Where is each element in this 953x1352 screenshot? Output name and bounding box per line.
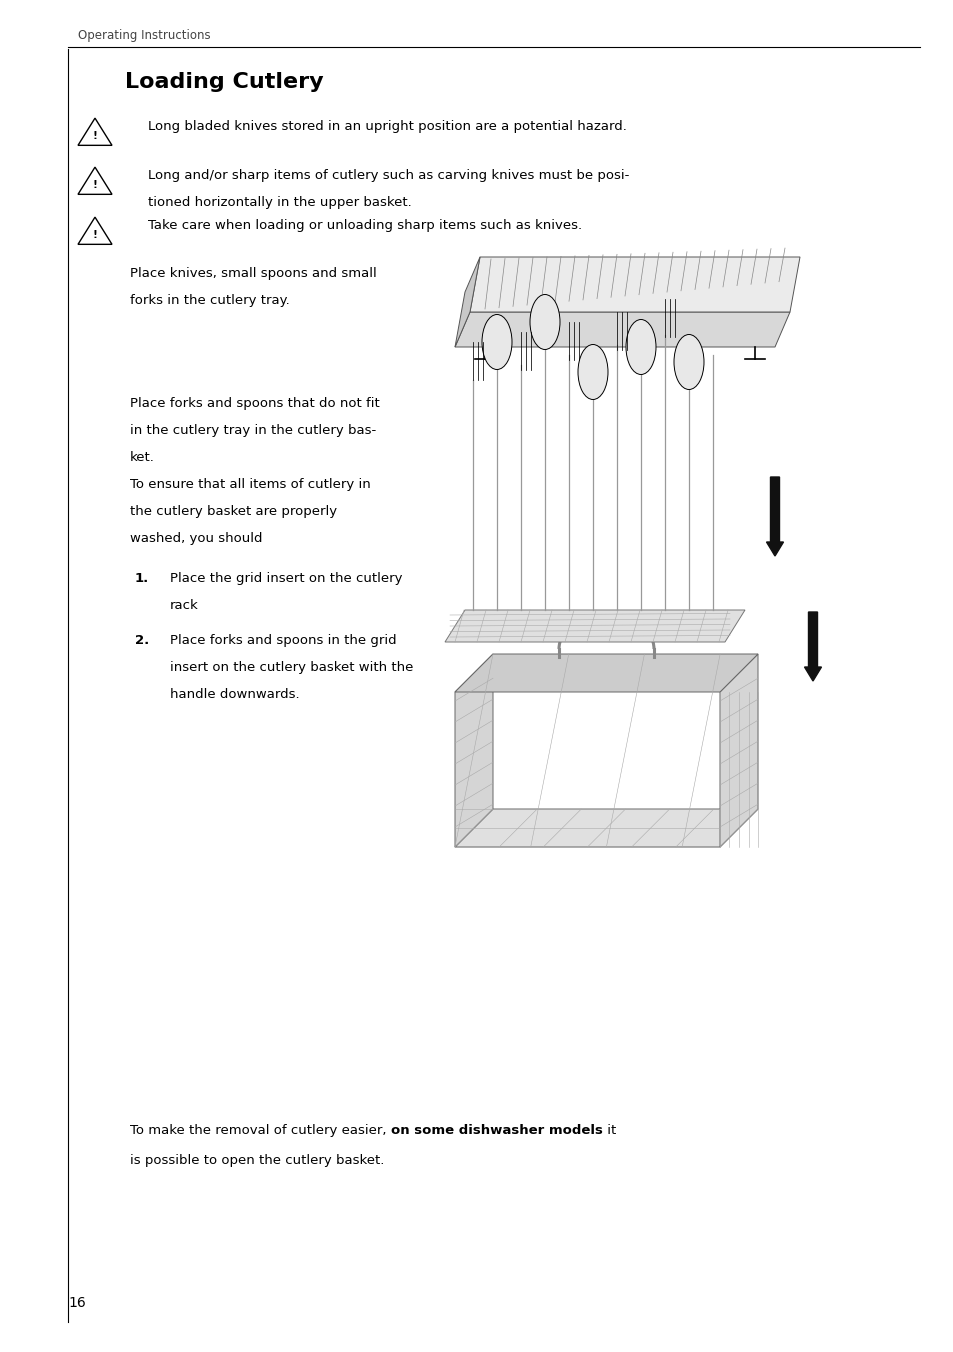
FancyArrow shape	[803, 612, 821, 681]
Text: !: !	[92, 180, 97, 191]
Ellipse shape	[625, 319, 656, 375]
Ellipse shape	[481, 315, 512, 369]
Text: handle downwards.: handle downwards.	[170, 688, 299, 700]
Text: insert on the cutlery basket with the: insert on the cutlery basket with the	[170, 661, 413, 675]
Text: To ensure that all items of cutlery in: To ensure that all items of cutlery in	[130, 479, 371, 491]
Text: !: !	[92, 131, 97, 141]
Polygon shape	[455, 654, 493, 846]
Polygon shape	[720, 654, 758, 846]
Text: Long bladed knives stored in an upright position are a potential hazard.: Long bladed knives stored in an upright …	[148, 120, 626, 132]
Text: ket.: ket.	[130, 452, 154, 464]
Text: Place knives, small spoons and small: Place knives, small spoons and small	[130, 266, 376, 280]
Text: 1.: 1.	[135, 572, 149, 585]
Text: forks in the cutlery tray.: forks in the cutlery tray.	[130, 293, 290, 307]
Text: 2.: 2.	[135, 634, 149, 648]
Text: on some dishwasher models: on some dishwasher models	[391, 1124, 602, 1137]
Text: Place the grid insert on the cutlery: Place the grid insert on the cutlery	[170, 572, 402, 585]
Text: 16: 16	[68, 1297, 86, 1310]
Text: in the cutlery tray in the cutlery bas-: in the cutlery tray in the cutlery bas-	[130, 425, 375, 437]
Text: 1: 1	[803, 587, 811, 598]
Ellipse shape	[578, 345, 607, 399]
Text: rack: rack	[170, 599, 198, 612]
Text: the cutlery basket are properly: the cutlery basket are properly	[130, 506, 336, 518]
Text: !: !	[92, 230, 97, 241]
Text: is possible to open the cutlery basket.: is possible to open the cutlery basket.	[130, 1155, 384, 1167]
Polygon shape	[470, 257, 800, 312]
Ellipse shape	[673, 334, 703, 389]
Ellipse shape	[530, 295, 559, 350]
FancyArrow shape	[765, 477, 782, 556]
Text: Take care when loading or unloading sharp items such as knives.: Take care when loading or unloading shar…	[148, 219, 581, 233]
Polygon shape	[455, 312, 789, 347]
Polygon shape	[455, 808, 758, 846]
Polygon shape	[455, 654, 758, 692]
Text: Place forks and spoons in the grid: Place forks and spoons in the grid	[170, 634, 396, 648]
Text: To make the removal of cutlery easier,: To make the removal of cutlery easier,	[130, 1124, 391, 1137]
Polygon shape	[455, 257, 479, 347]
Polygon shape	[444, 610, 744, 642]
Text: Operating Instructions: Operating Instructions	[78, 28, 211, 42]
Text: tioned horizontally in the upper basket.: tioned horizontally in the upper basket.	[148, 196, 412, 210]
Text: Long and/or sharp items of cutlery such as carving knives must be posi-: Long and/or sharp items of cutlery such …	[148, 169, 629, 183]
Text: it: it	[602, 1124, 616, 1137]
Text: Loading Cutlery: Loading Cutlery	[125, 72, 323, 92]
Text: Place forks and spoons that do not fit: Place forks and spoons that do not fit	[130, 397, 379, 410]
Text: 2: 2	[765, 452, 773, 462]
Text: washed, you should: washed, you should	[130, 531, 262, 545]
